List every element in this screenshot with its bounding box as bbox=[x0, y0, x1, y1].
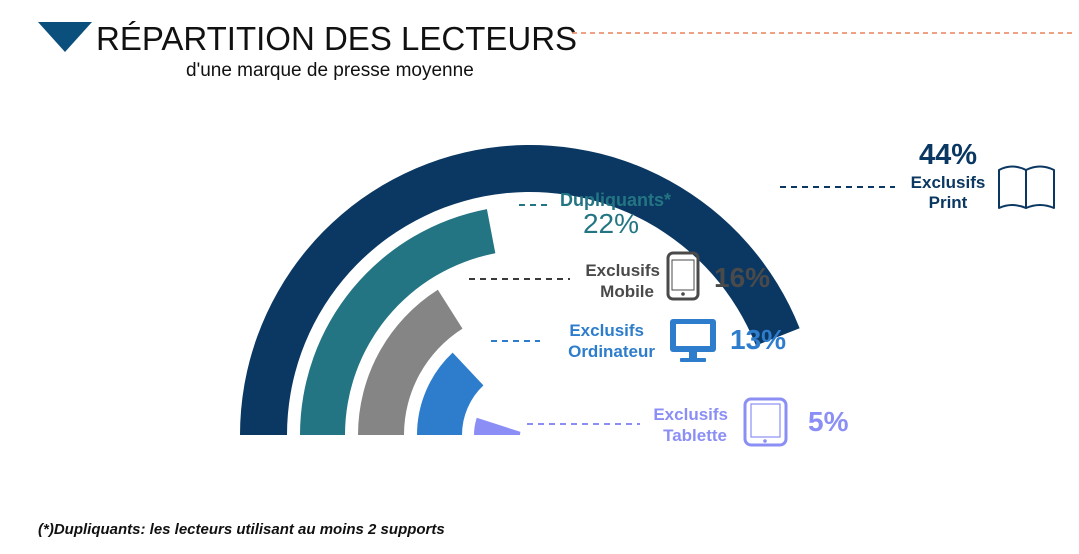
label-mobile-line2: Mobile bbox=[600, 282, 654, 301]
footnote: (*)Dupliquants: les lecteurs utilisant a… bbox=[38, 521, 445, 538]
title-triangle-icon bbox=[38, 22, 92, 52]
labels: 44% Exclusifs Print Dupliquants* 22% Exc… bbox=[560, 139, 985, 445]
pct-tablette: 5% bbox=[808, 406, 849, 437]
radial-bars bbox=[240, 144, 800, 435]
label-print-line1: Exclusifs bbox=[911, 173, 986, 192]
book-icon bbox=[998, 165, 1055, 209]
bar-print bbox=[240, 144, 800, 435]
label-tablette-line2: Tablette bbox=[663, 426, 727, 445]
label-mobile-line1: Exclusifs bbox=[585, 261, 660, 280]
smartphone-icon bbox=[666, 251, 700, 301]
label-print-line2: Print bbox=[929, 193, 968, 212]
bar-dupliquants bbox=[300, 209, 496, 435]
label-tablette-line1: Exclusifs bbox=[653, 405, 728, 424]
pct-ordinateur: 13% bbox=[730, 324, 786, 355]
label-dupliquants: Dupliquants* bbox=[560, 190, 671, 210]
label-ordinateur-line1: Exclusifs bbox=[569, 321, 644, 340]
pct-dupliquants: 22% bbox=[583, 208, 639, 239]
pct-print: 44% bbox=[919, 139, 977, 171]
label-ordinateur-line2: Ordinateur bbox=[568, 342, 655, 361]
tablet-icon bbox=[743, 397, 788, 447]
bar-ordinateur bbox=[417, 352, 484, 435]
monitor-icon bbox=[670, 319, 716, 362]
bar-tablette bbox=[474, 417, 521, 435]
pct-mobile: 16% bbox=[714, 262, 770, 293]
leader-lines bbox=[469, 186, 895, 425]
page-title: RÉPARTITION DES LECTEURS bbox=[96, 20, 577, 57]
bar-mobile bbox=[358, 289, 463, 435]
page-subtitle: d'une marque de presse moyenne bbox=[186, 60, 474, 81]
header: RÉPARTITION DES LECTEURS d'une marque de… bbox=[38, 20, 1075, 81]
